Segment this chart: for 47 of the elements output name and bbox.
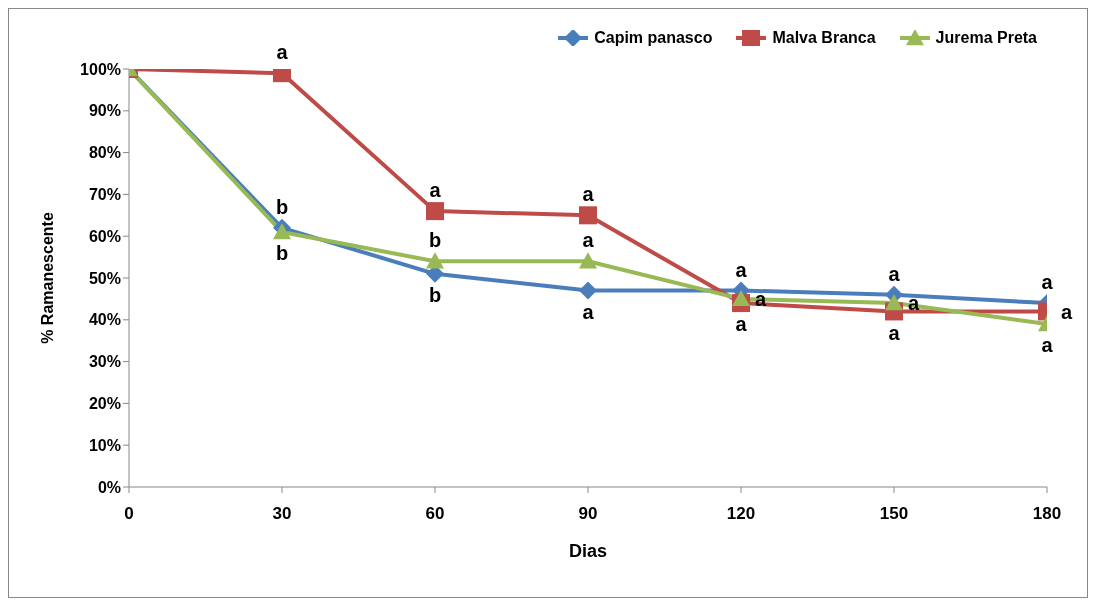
y-tick-label: 20% <box>88 395 121 413</box>
x-tick-label: 30 <box>272 504 292 524</box>
annotation: b <box>428 284 442 307</box>
annotation: a <box>735 258 748 281</box>
point <box>579 252 597 269</box>
legend-label: Capim panasco <box>594 29 713 47</box>
y-tick-label: 0% <box>97 478 121 496</box>
annotation: b <box>275 195 289 218</box>
annotation: a <box>429 179 442 202</box>
point <box>426 202 444 221</box>
x-tick-label: 150 <box>879 504 909 524</box>
annotation: a <box>1061 300 1073 323</box>
annotation: b <box>275 242 289 265</box>
annotation: a <box>888 262 901 285</box>
annotation: a <box>735 313 748 336</box>
annotation: b <box>428 229 442 252</box>
annotation: a <box>1041 334 1054 357</box>
y-axis-title: % Ramanescente <box>38 212 56 344</box>
y-tick-label: 70% <box>88 186 121 204</box>
point <box>885 294 903 311</box>
annotation: a <box>1041 271 1054 294</box>
y-tick-label: 40% <box>88 311 121 329</box>
x-tick-label: 120 <box>726 504 756 524</box>
annotation: a <box>888 321 901 344</box>
x-tick-label: 180 <box>1032 504 1062 524</box>
legend-label: Jurema Preta <box>935 29 1037 47</box>
point <box>579 206 597 225</box>
y-tick-label: 10% <box>88 436 121 454</box>
x-tick-label: 90 <box>578 504 598 524</box>
point <box>732 289 750 307</box>
y-tick-label: 100% <box>80 60 121 78</box>
annotation: a <box>582 300 595 323</box>
y-tick-label: 50% <box>88 269 121 287</box>
x-axis-title: Dias <box>568 541 608 561</box>
y-tick-label: 90% <box>88 102 121 120</box>
point <box>579 281 597 300</box>
point <box>273 223 291 240</box>
x-tick-label: 60 <box>425 504 445 524</box>
y-tick-label: 60% <box>88 227 121 245</box>
annotation: a <box>582 229 595 252</box>
legend-label: Malva Branca <box>772 29 876 47</box>
annotation: a <box>582 183 595 206</box>
y-tick-label: 30% <box>88 353 121 371</box>
x-tick-label: 0 <box>124 504 134 524</box>
y-tick-label: 80% <box>88 144 121 162</box>
point <box>426 252 444 269</box>
annotation: a <box>276 41 289 64</box>
